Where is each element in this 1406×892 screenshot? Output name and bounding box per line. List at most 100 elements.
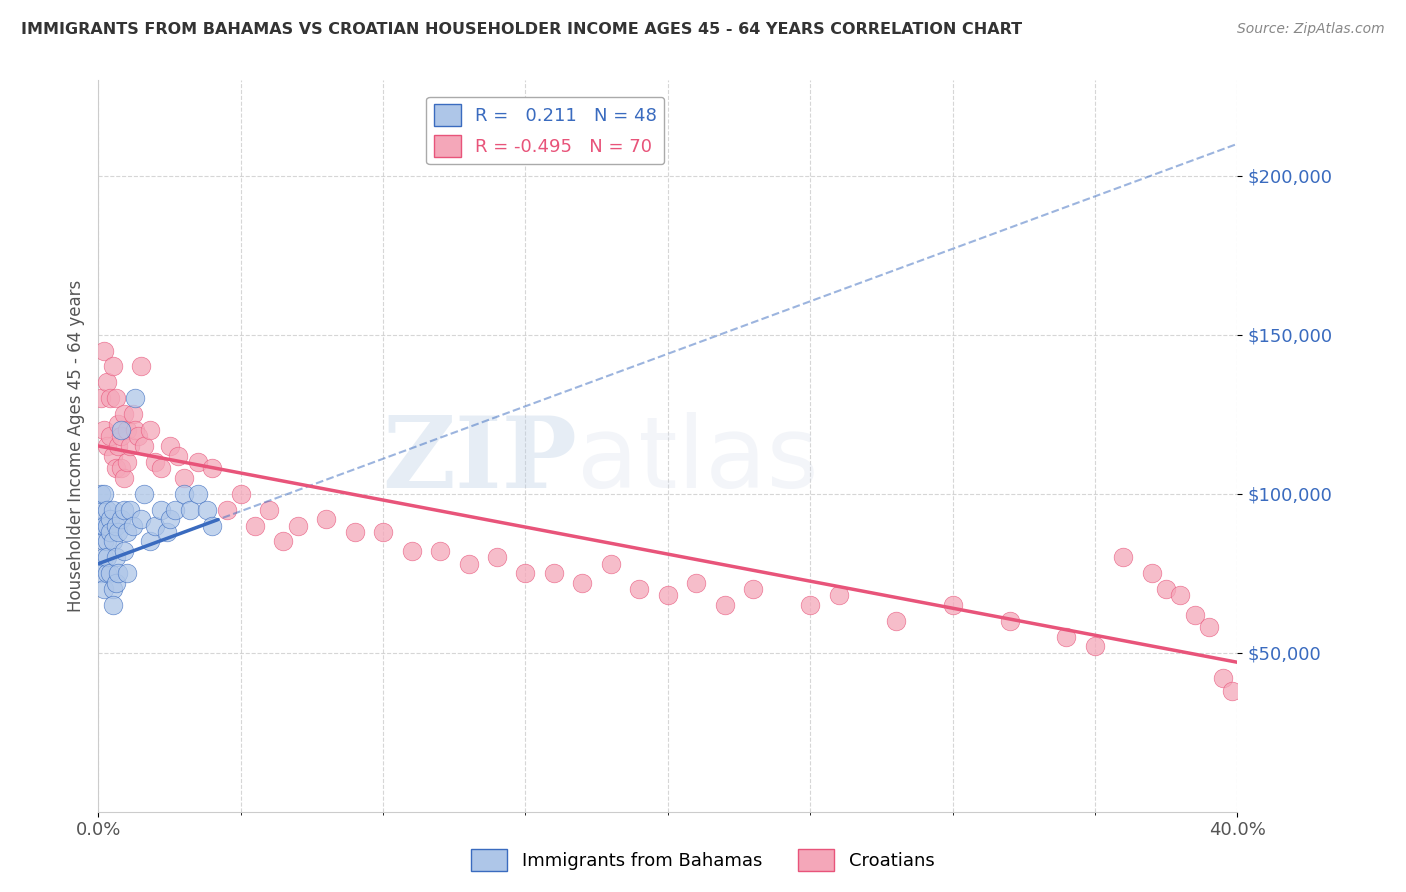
- Point: [98, 524, 121, 539]
- Point: [145, 455, 167, 469]
- Point: [571, 575, 593, 590]
- Point: [107, 566, 129, 581]
- Point: [942, 598, 965, 612]
- Point: [457, 557, 479, 571]
- Point: [173, 486, 195, 500]
- Point: [96, 534, 118, 549]
- Point: [110, 423, 132, 437]
- Point: [104, 392, 127, 406]
- Point: [1220, 684, 1243, 698]
- Point: [112, 471, 135, 485]
- Point: [132, 439, 155, 453]
- Point: [96, 439, 118, 453]
- Point: [429, 544, 451, 558]
- Point: [1084, 640, 1107, 654]
- Point: [93, 550, 115, 565]
- Point: [127, 429, 149, 443]
- Point: [110, 461, 132, 475]
- Point: [124, 423, 146, 437]
- Point: [150, 461, 173, 475]
- Point: [104, 518, 127, 533]
- Point: [118, 439, 141, 453]
- Text: ZIP: ZIP: [382, 412, 576, 509]
- Legend: R =   0.211   N = 48, R = -0.495   N = 70: R = 0.211 N = 48, R = -0.495 N = 70: [426, 96, 664, 164]
- Point: [93, 582, 115, 596]
- Point: [315, 512, 337, 526]
- Point: [90, 518, 112, 533]
- Point: [201, 461, 224, 475]
- Point: [93, 534, 115, 549]
- Y-axis label: Householder Income Ages 45 - 64 years: Householder Income Ages 45 - 64 years: [66, 280, 84, 612]
- Legend: Immigrants from Bahamas, Croatians: Immigrants from Bahamas, Croatians: [464, 842, 942, 879]
- Point: [343, 524, 366, 539]
- Point: [101, 449, 124, 463]
- Point: [1140, 566, 1163, 581]
- Point: [273, 534, 295, 549]
- Point: [93, 423, 115, 437]
- Point: [159, 512, 181, 526]
- Point: [101, 359, 124, 374]
- Point: [112, 502, 135, 516]
- Point: [90, 392, 112, 406]
- Point: [118, 502, 141, 516]
- Point: [884, 614, 907, 628]
- Point: [179, 502, 201, 516]
- Point: [101, 598, 124, 612]
- Point: [115, 423, 138, 437]
- Point: [187, 455, 209, 469]
- Point: [115, 455, 138, 469]
- Point: [998, 614, 1021, 628]
- Point: [121, 518, 143, 533]
- Point: [742, 582, 765, 596]
- Point: [115, 566, 138, 581]
- Point: [1184, 607, 1206, 622]
- Point: [93, 518, 115, 533]
- Point: [287, 518, 309, 533]
- Point: [96, 550, 118, 565]
- Point: [628, 582, 651, 596]
- Point: [107, 524, 129, 539]
- Point: [165, 502, 187, 516]
- Point: [373, 524, 395, 539]
- Point: [132, 486, 155, 500]
- Point: [98, 392, 121, 406]
- Point: [714, 598, 737, 612]
- Point: [110, 512, 132, 526]
- Point: [101, 502, 124, 516]
- Point: [515, 566, 537, 581]
- Point: [600, 557, 623, 571]
- Point: [215, 502, 238, 516]
- Point: [195, 502, 218, 516]
- Point: [229, 486, 252, 500]
- Text: IMMIGRANTS FROM BAHAMAS VS CROATIAN HOUSEHOLDER INCOME AGES 45 - 64 YEARS CORREL: IMMIGRANTS FROM BAHAMAS VS CROATIAN HOUS…: [21, 22, 1022, 37]
- Point: [1056, 630, 1078, 644]
- Point: [107, 439, 129, 453]
- Point: [145, 518, 167, 533]
- Point: [104, 461, 127, 475]
- Point: [96, 502, 118, 516]
- Point: [129, 359, 152, 374]
- Point: [104, 575, 127, 590]
- Point: [187, 486, 209, 500]
- Point: [98, 512, 121, 526]
- Point: [401, 544, 423, 558]
- Point: [150, 502, 173, 516]
- Point: [101, 582, 124, 596]
- Point: [1212, 671, 1234, 685]
- Point: [201, 518, 224, 533]
- Point: [90, 566, 112, 581]
- Point: [486, 550, 509, 565]
- Point: [138, 423, 160, 437]
- Text: atlas: atlas: [576, 412, 818, 509]
- Point: [243, 518, 266, 533]
- Text: Source: ZipAtlas.com: Source: ZipAtlas.com: [1237, 22, 1385, 37]
- Point: [104, 550, 127, 565]
- Point: [98, 429, 121, 443]
- Point: [112, 544, 135, 558]
- Point: [259, 502, 281, 516]
- Point: [173, 471, 195, 485]
- Point: [1154, 582, 1177, 596]
- Point: [124, 392, 146, 406]
- Point: [90, 502, 112, 516]
- Point: [96, 518, 118, 533]
